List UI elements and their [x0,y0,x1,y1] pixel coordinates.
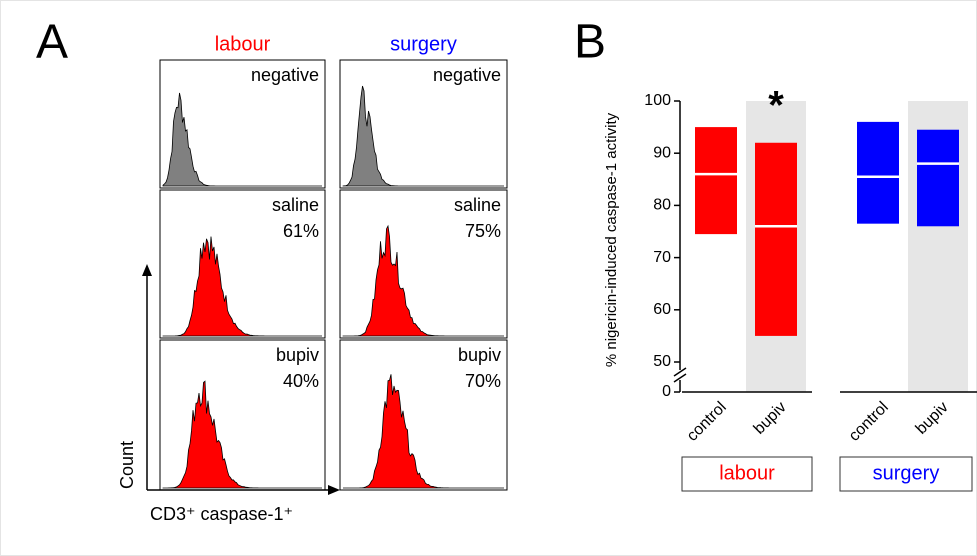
arrow-head [142,264,152,276]
x-axis-label: CD3⁺ caspase-1⁺ [150,504,293,524]
group-box [839,456,973,492]
range-bar [755,142,797,336]
histogram [162,92,322,187]
group-label: labour [719,462,775,484]
histogram-box [159,59,326,189]
axis-break [673,367,687,377]
histogram-box [339,339,508,491]
condition-label: bupiv [276,345,319,365]
percent-label: 40% [283,371,319,391]
range-bar [695,127,737,235]
y-tick-label: 60 [653,301,671,318]
y-tick-label: 90 [653,144,671,161]
histogram-box [339,59,508,189]
y-tick-label: 50 [653,353,671,370]
condition-label: saline [272,195,319,215]
y-axis-label: Count [117,441,137,489]
axis-break [673,373,687,383]
condition-label: negative [433,65,501,85]
condition-label: bupiv [458,345,501,365]
percent-label: 75% [465,221,501,241]
histogram-box [159,339,326,491]
range-bar [917,129,959,227]
y-tick-label: 70 [653,249,671,266]
y-axis-label: % nigericin-induced caspase-1 activity [603,112,620,367]
histogram [343,224,504,337]
y-tick-label: 0 [662,383,671,400]
histogram [343,374,504,489]
significance: * [768,84,784,128]
histogram [342,85,504,187]
condition-label: negative [251,65,319,85]
condition-label: saline [454,195,501,215]
histogram-box [339,189,508,339]
histogram-box [159,189,326,339]
histogram [162,380,322,489]
column-header: labour [215,33,271,55]
group-label: surgery [873,462,940,484]
group-box [681,456,813,492]
y-tick-label: 100 [644,92,671,109]
y-tick-label: 80 [653,197,671,214]
panel-label: A [36,16,68,69]
range-bar [857,121,899,224]
column-header: surgery [390,33,457,55]
panel-label: B [574,16,606,69]
percent-label: 70% [465,371,501,391]
histogram [163,236,322,337]
percent-label: 61% [283,221,319,241]
arrow-head [328,485,340,495]
